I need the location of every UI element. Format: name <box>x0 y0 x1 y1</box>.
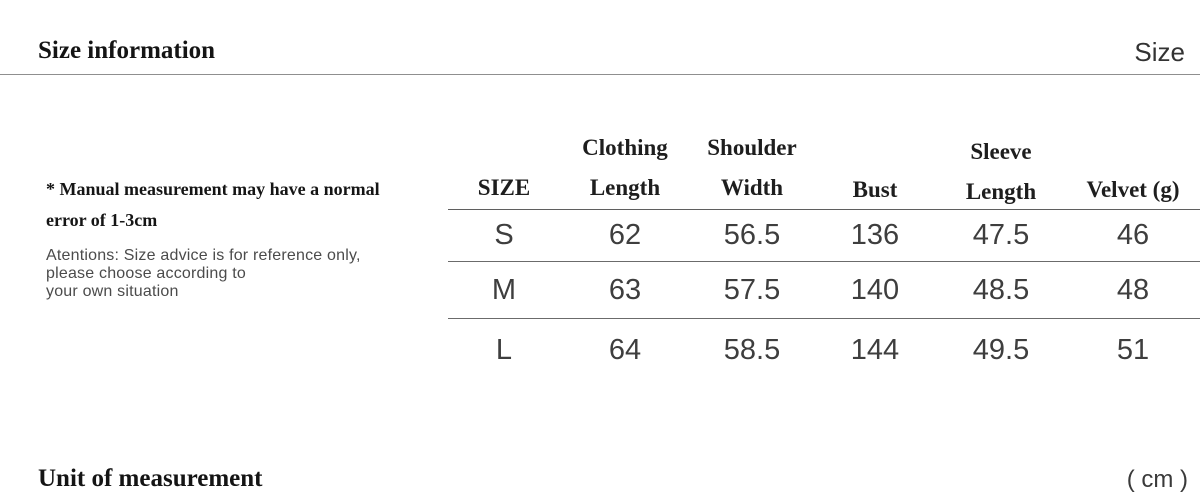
column-header-sleeve-length: Sleeve Length <box>936 125 1066 210</box>
size-label-l: L <box>495 333 513 366</box>
page-title: Size information <box>38 37 216 64</box>
shoulder-width-m: 57.5 <box>690 261 814 319</box>
velvet-l: 51 <box>1116 333 1150 366</box>
size-label-s: S <box>448 209 560 262</box>
header-divider <box>0 74 1200 75</box>
size-table: SIZE Clothing Length Shoulder Width Bust… <box>448 125 1200 381</box>
bust-s: 136 <box>814 209 936 262</box>
attention-note: Atentions: Size advice is for reference … <box>46 247 361 300</box>
shoulder-width-s: 56.5 <box>690 209 814 262</box>
velvet-m: 48 <box>1066 261 1200 319</box>
column-header-size: SIZE <box>448 125 560 210</box>
sleeve-length-s: 47.5 <box>936 209 1066 262</box>
unit-of-measurement-label: Unit of measurement <box>38 465 263 492</box>
table-row-size-s: S 62 56.5 136 47.5 46 <box>448 209 1200 262</box>
sleeve-length-l: 49.5 <box>972 333 1030 366</box>
clothing-length-l: 64 <box>608 333 642 366</box>
unit-value: ( cm ) <box>1126 466 1188 493</box>
column-header-bust: Bust <box>814 125 936 210</box>
column-header-velvet: Velvet (g) <box>1066 125 1200 210</box>
bust-m: 140 <box>814 261 936 319</box>
bust-l: 144 <box>850 333 900 366</box>
table-row-size-l: L 64 58.5 144 49.5 51 <box>448 319 1200 382</box>
notes-block: * Manual measurement may have a normal e… <box>46 174 421 301</box>
size-table-header-row: SIZE Clothing Length Shoulder Width Bust… <box>448 125 1200 210</box>
column-header-shoulder-width: Shoulder Width <box>690 125 814 210</box>
header-right-label: Size <box>1134 37 1185 67</box>
sleeve-length-m: 48.5 <box>936 261 1066 319</box>
velvet-s: 46 <box>1066 209 1200 262</box>
column-header-clothing-length: Clothing Length <box>560 125 690 210</box>
shoulder-width-l: 58.5 <box>723 333 781 366</box>
clothing-length-m: 63 <box>560 261 690 319</box>
size-label-m: M <box>448 261 560 319</box>
measurement-error-note: * Manual measurement may have a normal e… <box>46 179 380 230</box>
clothing-length-s: 62 <box>560 209 690 262</box>
table-row-size-m: M 63 57.5 140 48.5 48 <box>448 261 1200 319</box>
